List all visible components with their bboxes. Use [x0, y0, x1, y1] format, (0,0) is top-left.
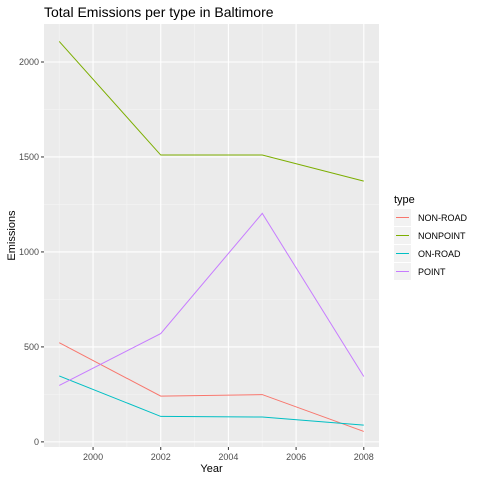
- x-tick-label: 2006: [286, 452, 306, 462]
- y-tick-label: 0: [34, 437, 39, 447]
- chart-title: Total Emissions per type in Baltimore: [44, 4, 274, 20]
- x-axis: 2000 2002 2004 2006 2008: [83, 447, 374, 462]
- legend-label: POINT: [418, 267, 446, 277]
- y-tick-label: 1500: [19, 152, 39, 162]
- y-tick-label: 500: [24, 342, 39, 352]
- y-axis: 0 500 1000 1500 2000: [19, 57, 44, 447]
- x-tick-label: 2008: [354, 452, 374, 462]
- plot-panel: [44, 24, 379, 447]
- legend-label: ON-ROAD: [418, 249, 461, 259]
- x-tick-label: 2004: [218, 452, 238, 462]
- legend: type NON-ROAD NONPOINT ON-ROAD POINT: [394, 194, 467, 280]
- legend-label: NONPOINT: [418, 231, 466, 241]
- x-axis-title: Year: [200, 463, 223, 475]
- y-axis-title: Emissions: [6, 210, 18, 261]
- legend-title: type: [394, 194, 415, 206]
- y-tick-label: 2000: [19, 57, 39, 67]
- y-tick-label: 1000: [19, 247, 39, 257]
- legend-label: NON-ROAD: [418, 213, 467, 223]
- x-tick-label: 2002: [151, 452, 171, 462]
- x-tick-label: 2000: [83, 452, 103, 462]
